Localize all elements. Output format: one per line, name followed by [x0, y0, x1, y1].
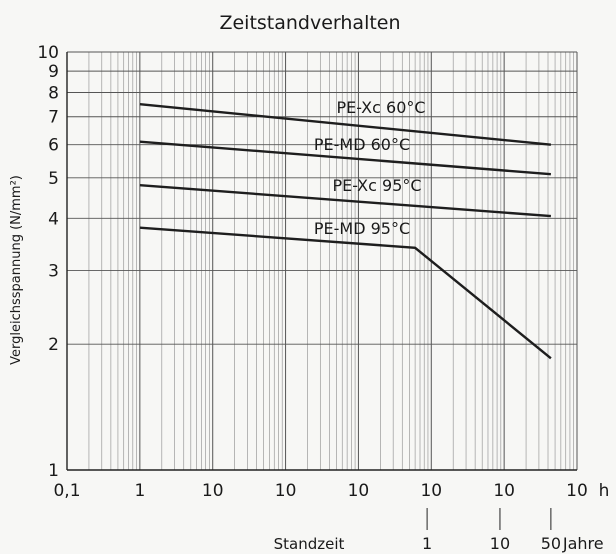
x-tick-label: 1: [134, 481, 145, 501]
y-tick-label: 3: [48, 262, 59, 282]
y-tick-label: 6: [48, 136, 59, 156]
series-line: [139, 226, 552, 360]
series-label: PE-Xc 95°C: [332, 176, 421, 195]
y-tick-label: 1: [48, 461, 59, 481]
y-axis-label: Vergleichsspannung (N/mm²): [9, 175, 24, 365]
x-tick-label: 10: [275, 481, 297, 501]
x-tick-label: 10: [348, 481, 370, 501]
x-tick-label: 10: [566, 481, 588, 501]
secondary-axis-unit: Jahre: [562, 534, 604, 553]
grid: [66, 51, 578, 471]
y-tick-label: 10: [37, 43, 59, 63]
secondary-tick-label: 50: [541, 534, 561, 553]
chart-title: Zeitstandverhalten: [219, 12, 400, 34]
x-tick-label: 10: [420, 481, 442, 501]
x-tick-label: 0,1: [53, 481, 80, 501]
x-tick-label: 10: [493, 481, 515, 501]
secondary-tick-label: 1: [422, 534, 432, 553]
series-label: PE-MD 60°C: [314, 135, 410, 154]
series-label: PE-Xc 60°C: [336, 98, 425, 117]
x-tick-labels: 0,1 1 10 10 10 10 10 10 h: [53, 481, 609, 501]
y-tick-label: 9: [48, 62, 59, 82]
series-line: [139, 140, 551, 176]
series-line: [139, 184, 551, 218]
secondary-axis-label: Standzeit: [274, 535, 345, 553]
y-tick-label: 7: [48, 108, 59, 128]
x-tick-label: 10: [202, 481, 224, 501]
secondary-tick-label: 10: [490, 534, 510, 553]
y-tick-label: 2: [48, 335, 59, 355]
y-tick-label: 8: [48, 84, 59, 104]
series-lines: PE-Xc 60°C PE-MD 60°C PE-Xc 95°C PE-MD 95°C: [139, 98, 552, 360]
secondary-axis: 1 10 50 Standzeit Jahre: [274, 508, 604, 553]
y-tick-label: 5: [48, 169, 59, 189]
series-label: PE-MD 95°C: [314, 219, 410, 238]
series-line: [139, 103, 552, 146]
y-tick-label: 4: [48, 209, 59, 229]
x-axis-unit: h: [599, 481, 610, 501]
